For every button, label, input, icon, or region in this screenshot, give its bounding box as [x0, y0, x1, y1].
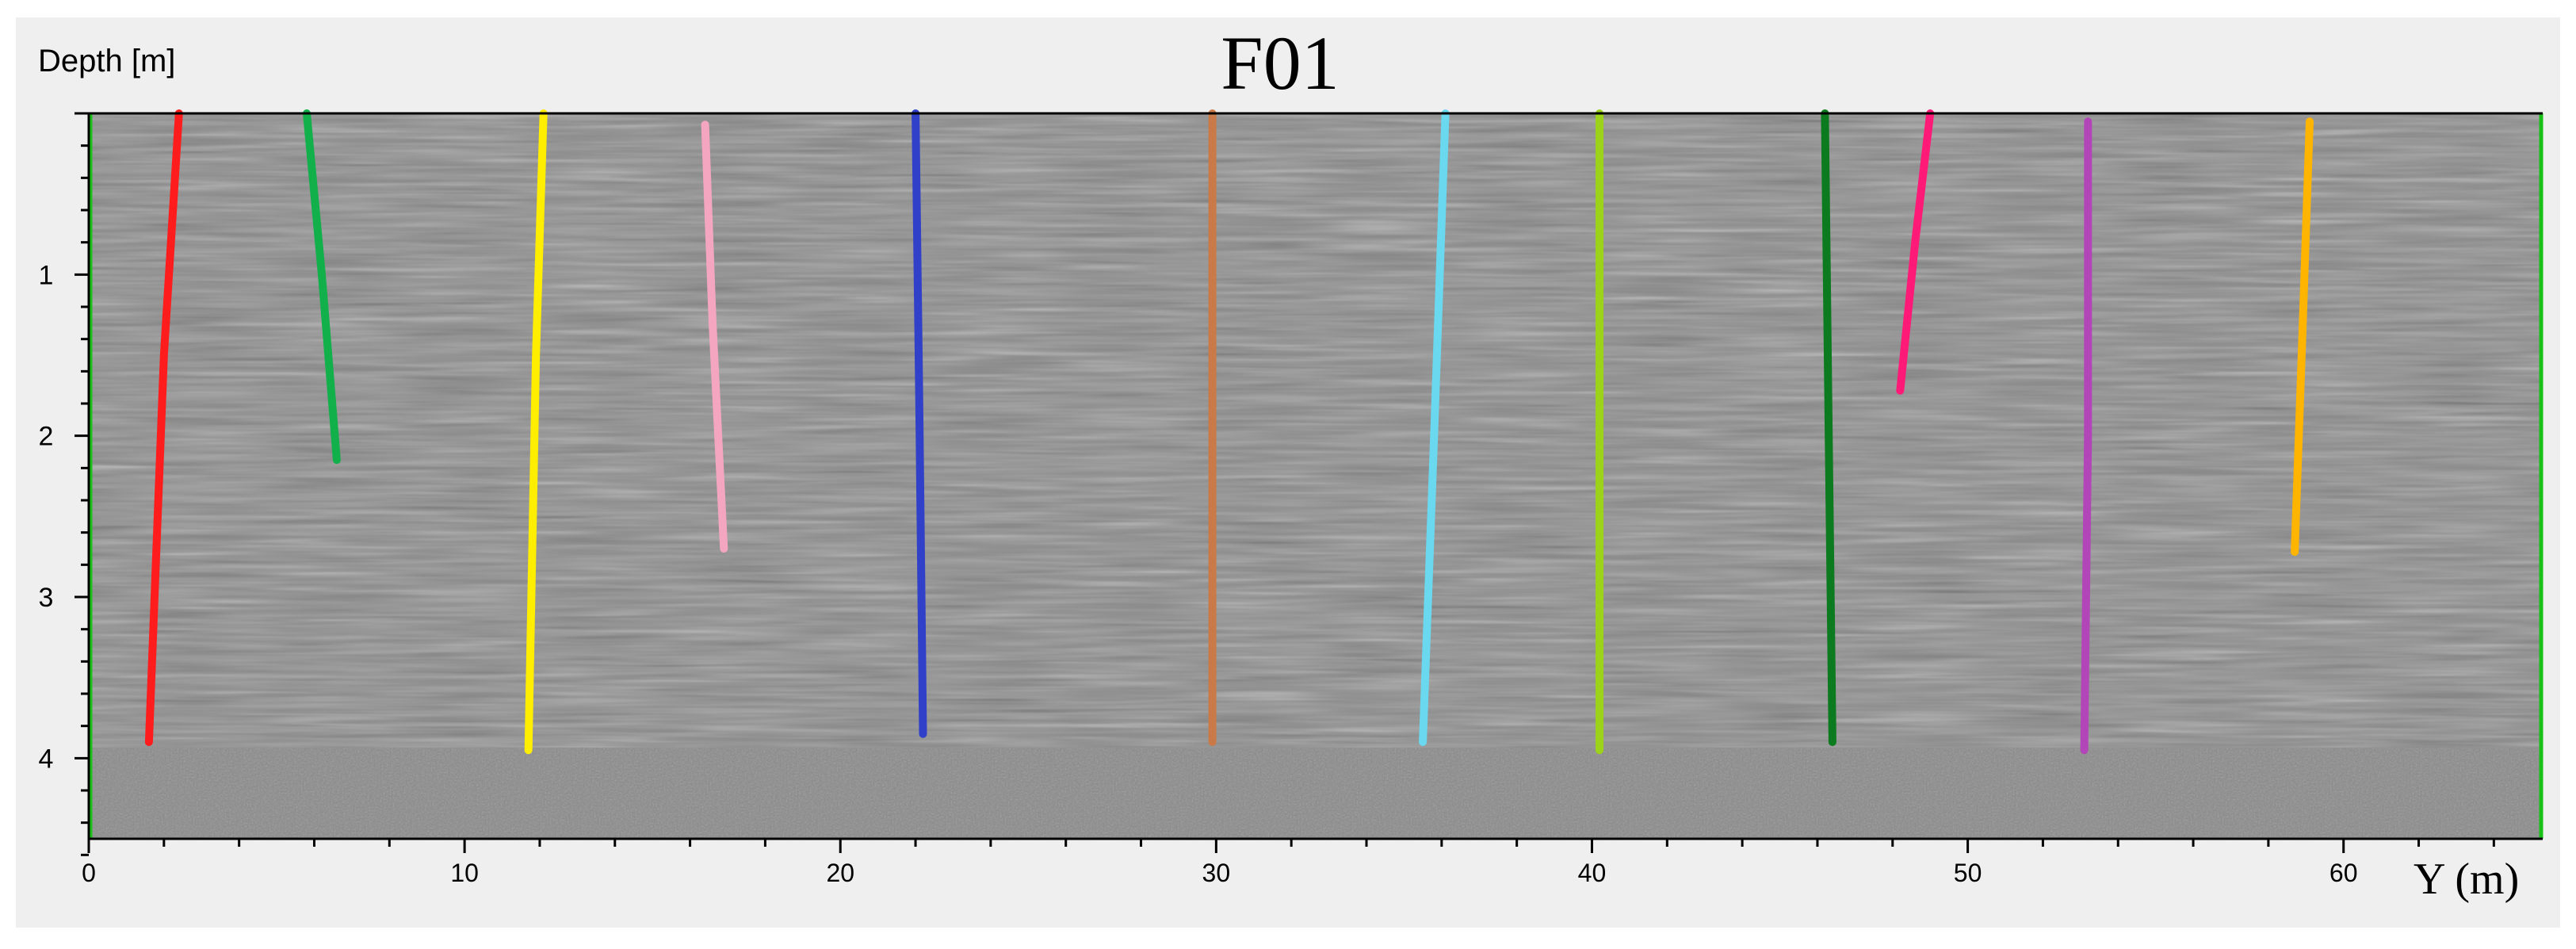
x-axis-label: Y (m)	[2414, 855, 2519, 904]
series-line-3	[524, 109, 548, 755]
y-tick-label: 4	[39, 744, 54, 774]
chart-title: F01	[1221, 21, 1339, 105]
series-line-10	[1896, 109, 1935, 395]
x-tick-label: 60	[2329, 859, 2358, 887]
y-tick-label: 3	[39, 583, 54, 613]
x-tick-label: 30	[1202, 859, 1231, 887]
ticks-layer: 0 10 20 30 40 50 60 1 2 3 4	[39, 112, 2495, 887]
y-axis-label: Depth [m]	[38, 44, 175, 78]
series-line-5	[912, 109, 927, 738]
x-tick-label: 10	[450, 859, 479, 887]
x-tick-label: 0	[82, 859, 96, 887]
x-tick-label: 50	[1954, 859, 1982, 887]
series-line-1	[144, 109, 183, 746]
x-tick-label: 20	[826, 859, 854, 887]
radargram-deep-noise	[89, 748, 2543, 839]
series-line-11	[2080, 117, 2093, 755]
series-line-9	[1821, 109, 1836, 746]
axes-layer	[87, 112, 2544, 840]
x-tick-label: 40	[1578, 859, 1607, 887]
y-tick-label: 1	[39, 260, 54, 290]
series-line-12	[2291, 117, 2314, 557]
y-tick-label: 2	[39, 422, 54, 452]
series-line-4	[701, 121, 728, 553]
radargram-texture	[89, 113, 2543, 748]
series-line-7	[1419, 109, 1450, 746]
series-line-2	[303, 109, 341, 465]
series-layer	[144, 109, 2314, 755]
